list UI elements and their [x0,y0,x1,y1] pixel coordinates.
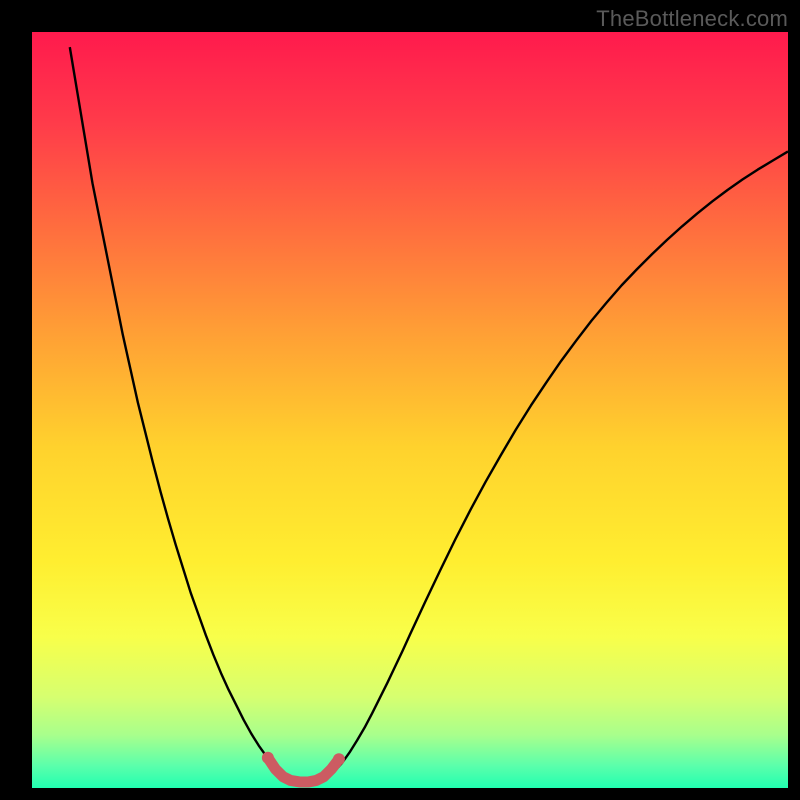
chart-svg [32,32,788,788]
watermark-text: TheBottleneck.com [596,6,788,32]
highlight-endpoint-marker [333,753,345,765]
highlight-endpoint-marker [262,752,274,764]
plot-area [32,32,788,788]
gradient-background [32,32,788,788]
